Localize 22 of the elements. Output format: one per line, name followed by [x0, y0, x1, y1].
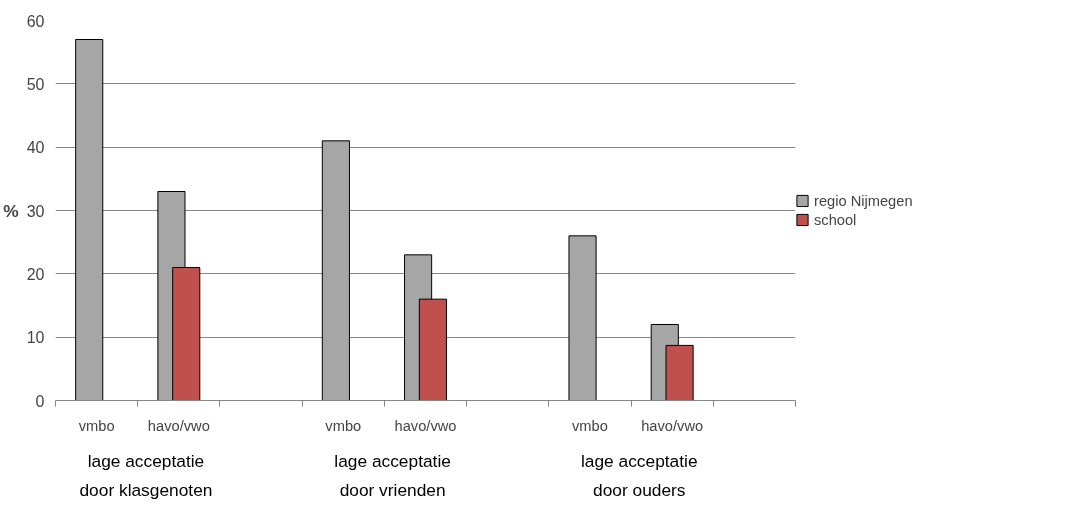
y-tick-label: 20: [26, 265, 45, 283]
text: lage acceptatie door ouders: [580, 450, 698, 500]
text: lage acceptatie door vrienden: [334, 450, 451, 500]
text: lage acceptatie door klasgenoten: [79, 450, 213, 500]
x-tick-label: havo/vwo: [394, 417, 457, 434]
bar: [321, 140, 350, 401]
bar: [568, 235, 597, 401]
y-tick-label: 0: [35, 392, 45, 410]
x-tick-label: vmbo: [572, 417, 608, 434]
y-tick-label: 40: [26, 139, 45, 157]
legend-label: regio Nijmegen: [814, 192, 913, 209]
x-tick-label: vmbo: [325, 417, 362, 434]
x-tick-label: vmbo: [78, 417, 115, 434]
bar: [75, 39, 104, 401]
legend-label: school: [814, 211, 857, 228]
y-axis-title: %: [3, 200, 19, 221]
y-tick-label: 50: [26, 75, 45, 93]
x-tick-label: havo/vwo: [641, 417, 704, 434]
y-tick-label: 60: [26, 12, 45, 30]
y-tick-label: 30: [26, 202, 45, 220]
x-tick-label: havo/vwo: [147, 417, 210, 434]
y-tick-label: 10: [26, 329, 45, 347]
